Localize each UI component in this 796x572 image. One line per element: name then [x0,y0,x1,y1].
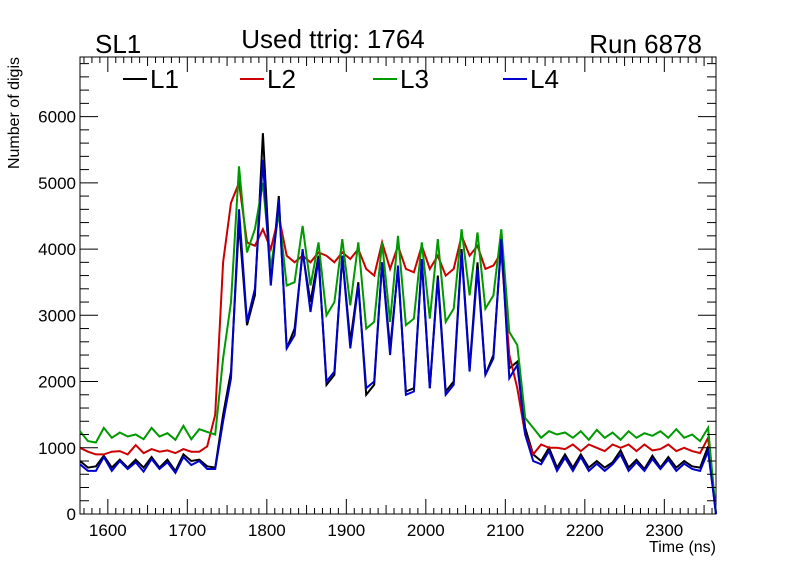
legend-label: L4 [530,64,559,94]
legend: L1 L2 L3 L4 [123,64,559,94]
legend-item: L3 [373,64,429,94]
legend-label: L1 [150,64,179,94]
series-line-L3 [79,166,717,515]
legend-item: L1 [123,64,179,94]
x-tick-label: 2100 [486,521,524,540]
series-line-L2 [79,178,717,515]
y-tick-label: 2000 [38,373,76,392]
y-tick-label: 1000 [38,439,76,458]
axis-layer: 1600 1700 1800 1900 2000 2100 2200 2300 0 1000 200… [38,57,716,540]
series-layer [79,133,717,515]
series-L2 [79,178,717,515]
y-tick-label: 3000 [38,306,76,325]
plot-frame [79,56,717,515]
legend-label: L2 [267,64,296,94]
y-tick-label: 4000 [38,240,76,259]
legend-item: L2 [240,64,296,94]
legend-item: L4 [503,64,559,94]
x-tick-label: 2300 [645,521,683,540]
y-axis-label: Number of digis [6,57,23,169]
x-axis-label: Time (ns) [649,539,716,556]
y-tick-label: 5000 [38,174,76,193]
x-tick-label: 1900 [327,521,365,540]
legend-label: L3 [400,64,429,94]
x-tick-label: 1700 [168,521,206,540]
series-L1 [79,133,717,515]
run-label: Run 6878 [589,29,702,59]
x-tick-label: 2000 [407,521,445,540]
series-line-L4 [79,159,717,515]
y-tick-label: 6000 [38,108,76,127]
chart-label-left: SL1 [95,29,141,59]
series-line-L1 [79,133,717,515]
x-tick-label: 2200 [566,521,604,540]
series-L4 [79,159,717,515]
series-L3 [79,166,717,515]
x-tick-label: 1600 [89,521,127,540]
y-tick-label: 0 [67,505,76,524]
x-tick-label: 1800 [248,521,286,540]
chart-title: Used ttrig: 1764 [241,24,425,54]
